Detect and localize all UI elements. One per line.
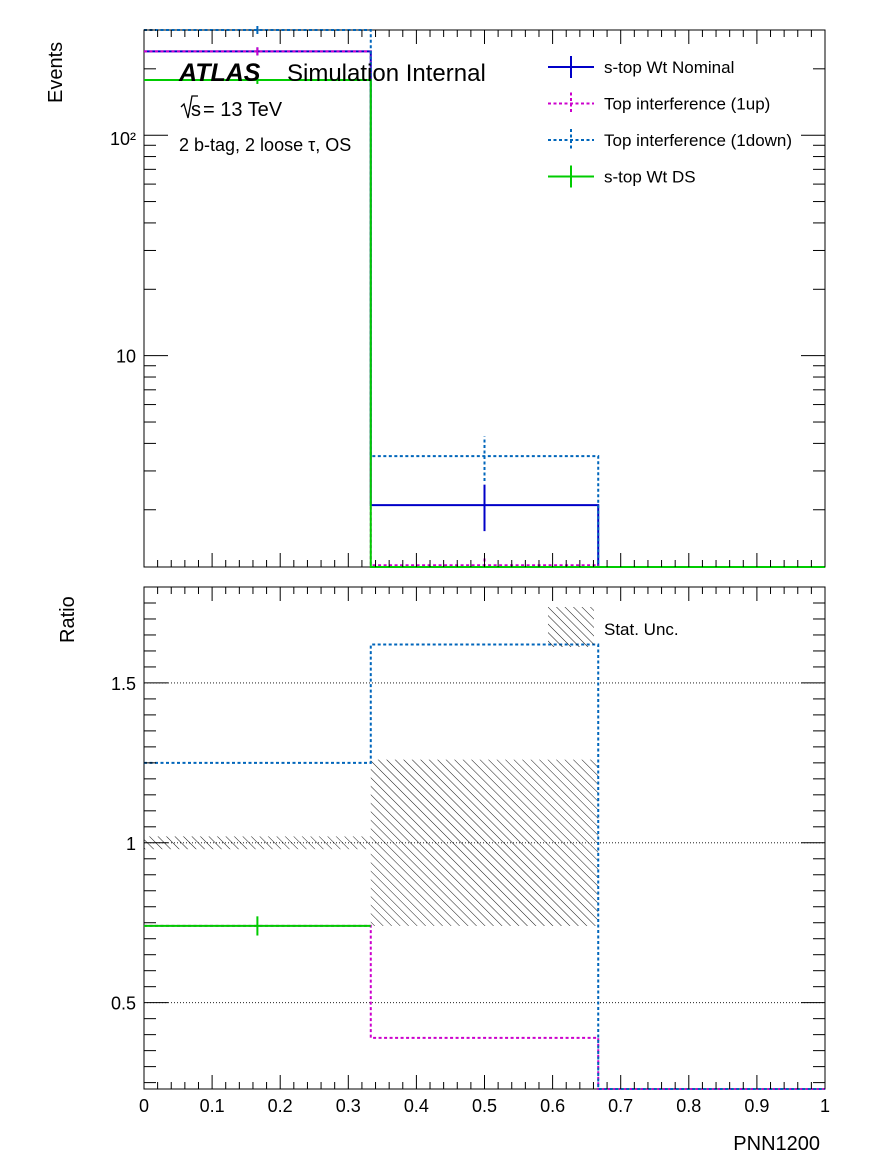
stat-unc-legend-swatch [548, 607, 594, 647]
internal-label: Simulation Internal [287, 60, 486, 87]
energy-label: = 13 TeV [203, 99, 283, 121]
tick-labels: 0 0.1 0.2 0.3 0.4 0.5 0.6 0.7 0.8 0.9 1 10 10² 0.5 1 1.… [110, 129, 830, 1116]
stat-unc-legend-label: Stat. Unc. [604, 620, 679, 639]
atlas-label: ATLAS [178, 59, 261, 87]
y-tick-label: 1 [126, 834, 136, 854]
series-0-ratio-line [144, 924, 825, 1090]
series-3-top-line [144, 78, 825, 568]
sqrt-icon: s [180, 95, 201, 121]
stat-unc-bands [144, 759, 599, 926]
stat-unc-band [370, 759, 599, 926]
y-axis-title-bottom: Ratio [57, 596, 79, 643]
x-tick-label: 0.4 [404, 1096, 429, 1116]
x-tick-label: 0 [139, 1096, 149, 1116]
ratio-gridlines [144, 682, 825, 1004]
legend-label: s-top Wt DS [604, 168, 696, 187]
x-tick-label: 0.6 [540, 1096, 565, 1116]
x-tick-label: 0.7 [608, 1096, 633, 1116]
x-tick-label: 0.2 [268, 1096, 293, 1116]
x-tick-label: 0.9 [744, 1096, 769, 1116]
y-tick-label: 1.5 [111, 674, 136, 694]
x-tick-label: 0.5 [472, 1096, 497, 1116]
y-tick-label: 0.5 [111, 994, 136, 1014]
legend-label: Top interference (1up) [604, 95, 770, 114]
y-tick-label-100: 10² [110, 129, 136, 149]
series-1-ratio-line [144, 643, 825, 1090]
region-label: 2 b-tag, 2 loose τ, OS [179, 135, 351, 155]
legend-label: Top interference (1down) [604, 131, 792, 150]
y-tick-label-10: 10 [116, 347, 136, 367]
svg-text:s: s [191, 99, 201, 121]
x-tick-label: 1 [820, 1096, 830, 1116]
x-tick-label: 0.1 [200, 1096, 225, 1116]
legend-label: s-top Wt Nominal [604, 58, 734, 77]
x-tick-label: 0.8 [676, 1096, 701, 1116]
legend: s-top Wt Nominal Top interference (1up) To… [548, 56, 792, 188]
x-tick-label: 0.3 [336, 1096, 361, 1116]
stat-unc-band [144, 836, 371, 850]
y-axis-title-top: Events [45, 42, 67, 103]
axis-ticks [143, 29, 826, 1089]
x-axis-title: PNN1200 [733, 1133, 820, 1155]
